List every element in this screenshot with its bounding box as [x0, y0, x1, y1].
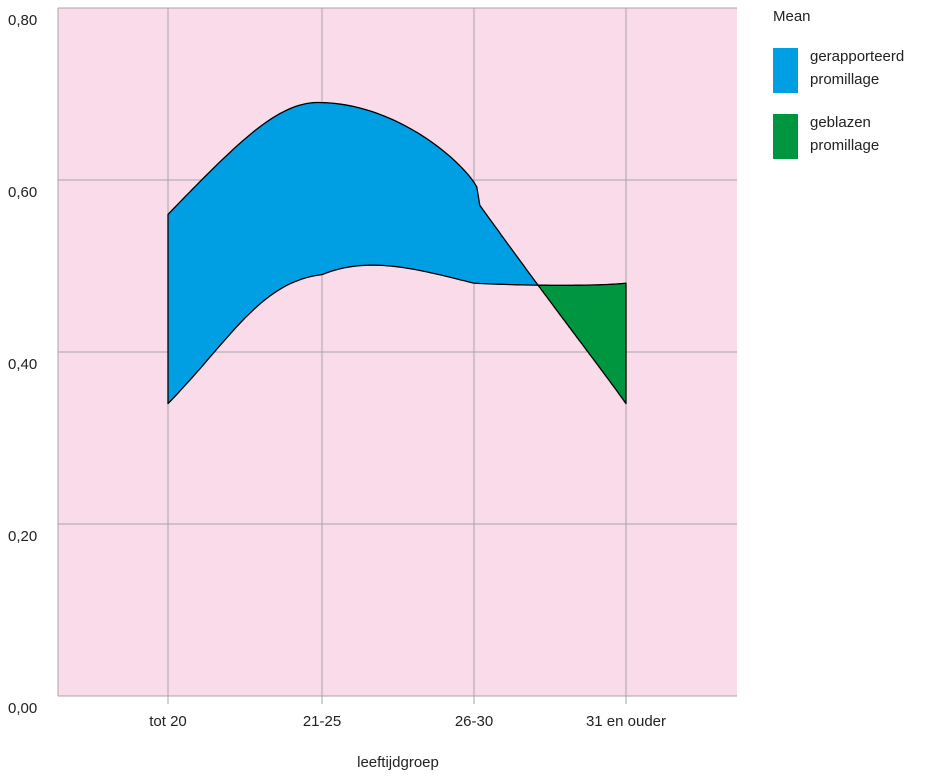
y-tick-label: 0,60 [8, 184, 37, 201]
x-tick-label: 21-25 [303, 713, 341, 730]
legend-label: promillage [810, 137, 879, 154]
area-geblazen-above [537, 282, 627, 405]
legend-swatch [773, 114, 798, 159]
y-tick-label: 0,20 [8, 528, 37, 545]
y-tick-label: 0,80 [8, 12, 37, 29]
y-axis-ticks: 0,00 0,20 0,40 0,60 0,80 [8, 12, 37, 717]
band-areas [167, 101, 627, 405]
y-tick-label: 0,00 [8, 700, 37, 717]
x-axis-ticks: tot 20 21-25 26-30 31 en ouder [149, 713, 666, 730]
x-tick-label: tot 20 [149, 713, 187, 730]
legend-label: geblazen [810, 114, 871, 131]
x-tick-label: 31 en ouder [586, 713, 666, 730]
y-tick-label: 0,40 [8, 356, 37, 373]
legend: Mean gerapporteerd promillage geblazen prom… [773, 8, 904, 159]
legend-title: Mean [773, 8, 811, 25]
legend-swatch [773, 48, 798, 93]
x-tick-label: 26-30 [455, 713, 493, 730]
legend-label: promillage [810, 71, 879, 88]
legend-label: gerapporteerd [810, 48, 904, 65]
x-axis-title: leeftijdgroep [357, 754, 439, 771]
